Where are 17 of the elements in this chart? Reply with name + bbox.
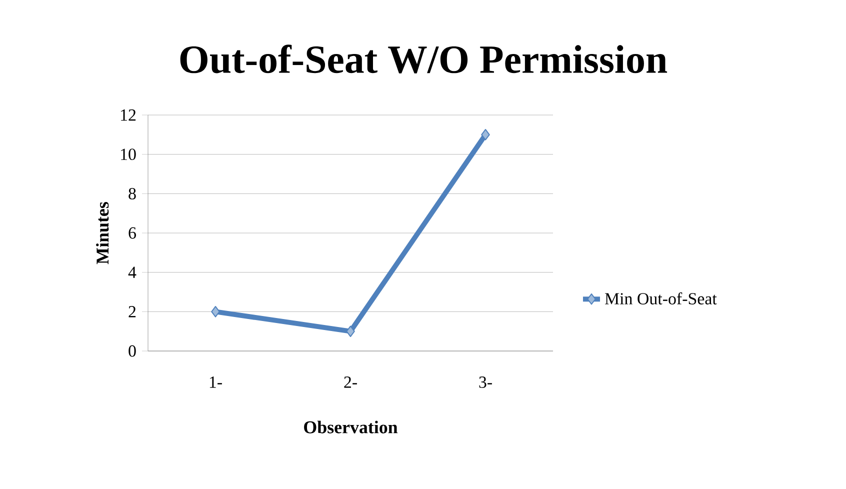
y-axis-title: Minutes (96, 202, 109, 264)
legend-label: Min Out-of-Seat (604, 292, 717, 304)
y-tick-label: 12 (121, 109, 136, 121)
y-tick-label: 8 (128, 188, 136, 200)
chart-title: Out-of-Seat W/O Permission (180, 44, 668, 74)
y-tick-label: 0 (128, 345, 136, 357)
point (211, 306, 220, 318)
point (481, 128, 490, 140)
y-tick-label: 6 (128, 227, 136, 239)
x-tick-label: 1- (210, 376, 222, 388)
point (346, 326, 355, 338)
x-tick-label: 3- (479, 376, 492, 388)
x-axis-title: Observation (304, 420, 398, 434)
y-tick-label: 10 (121, 148, 136, 160)
y-tick-label: 4 (128, 266, 136, 278)
x-tick-label: 2- (344, 376, 357, 388)
y-tick-label: 2 (128, 306, 136, 318)
